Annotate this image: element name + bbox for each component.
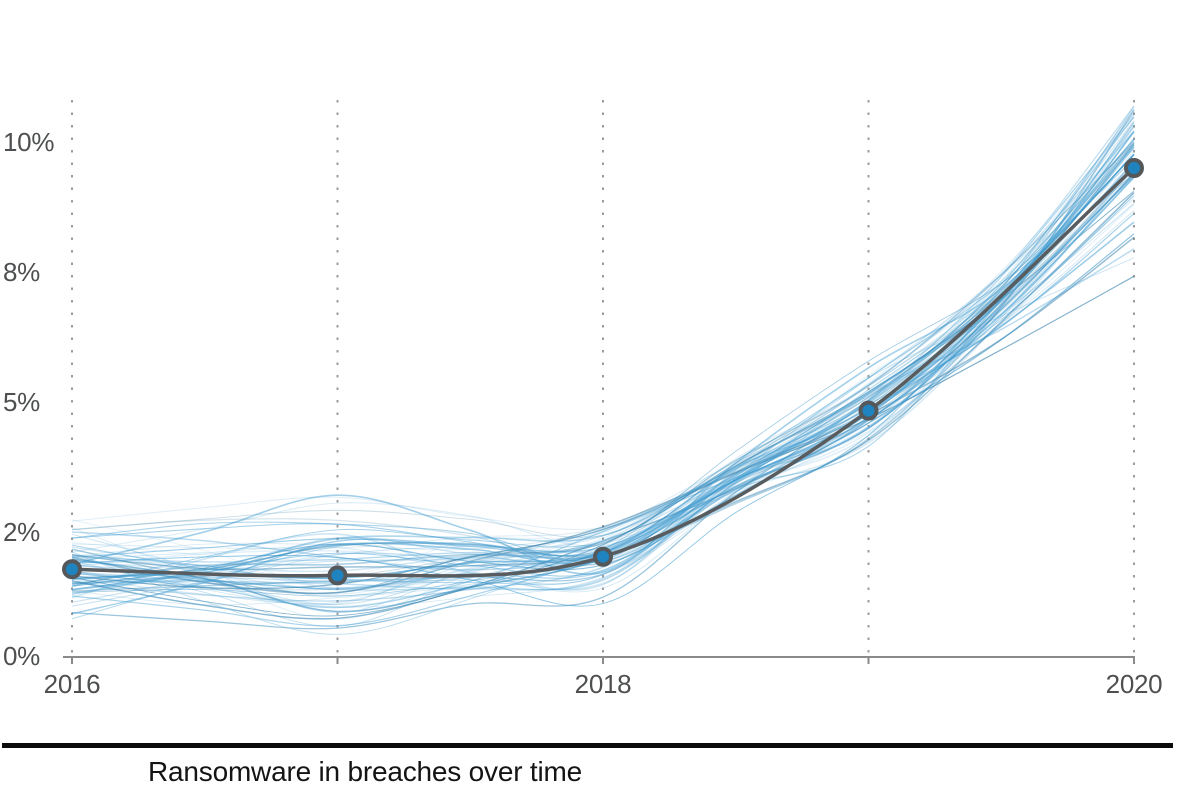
- y-tick-label-0pct: 0%: [3, 641, 40, 671]
- y-tick-label-8pct: 8%: [3, 257, 40, 287]
- x-tick-label-2020: 2020: [1105, 669, 1163, 699]
- y-tick-label-5pct: 5%: [3, 387, 40, 417]
- y-tick-label-10pct: 10%: [3, 127, 55, 157]
- x-tick-label-2018: 2018: [574, 669, 632, 699]
- x-tick-label-2016: 2016: [43, 669, 101, 699]
- y-tick-label-2pct: 2%: [3, 517, 40, 547]
- caption-divider-rule: [2, 743, 1173, 748]
- chart-title: Ransomware in breaches over time: [148, 756, 583, 787]
